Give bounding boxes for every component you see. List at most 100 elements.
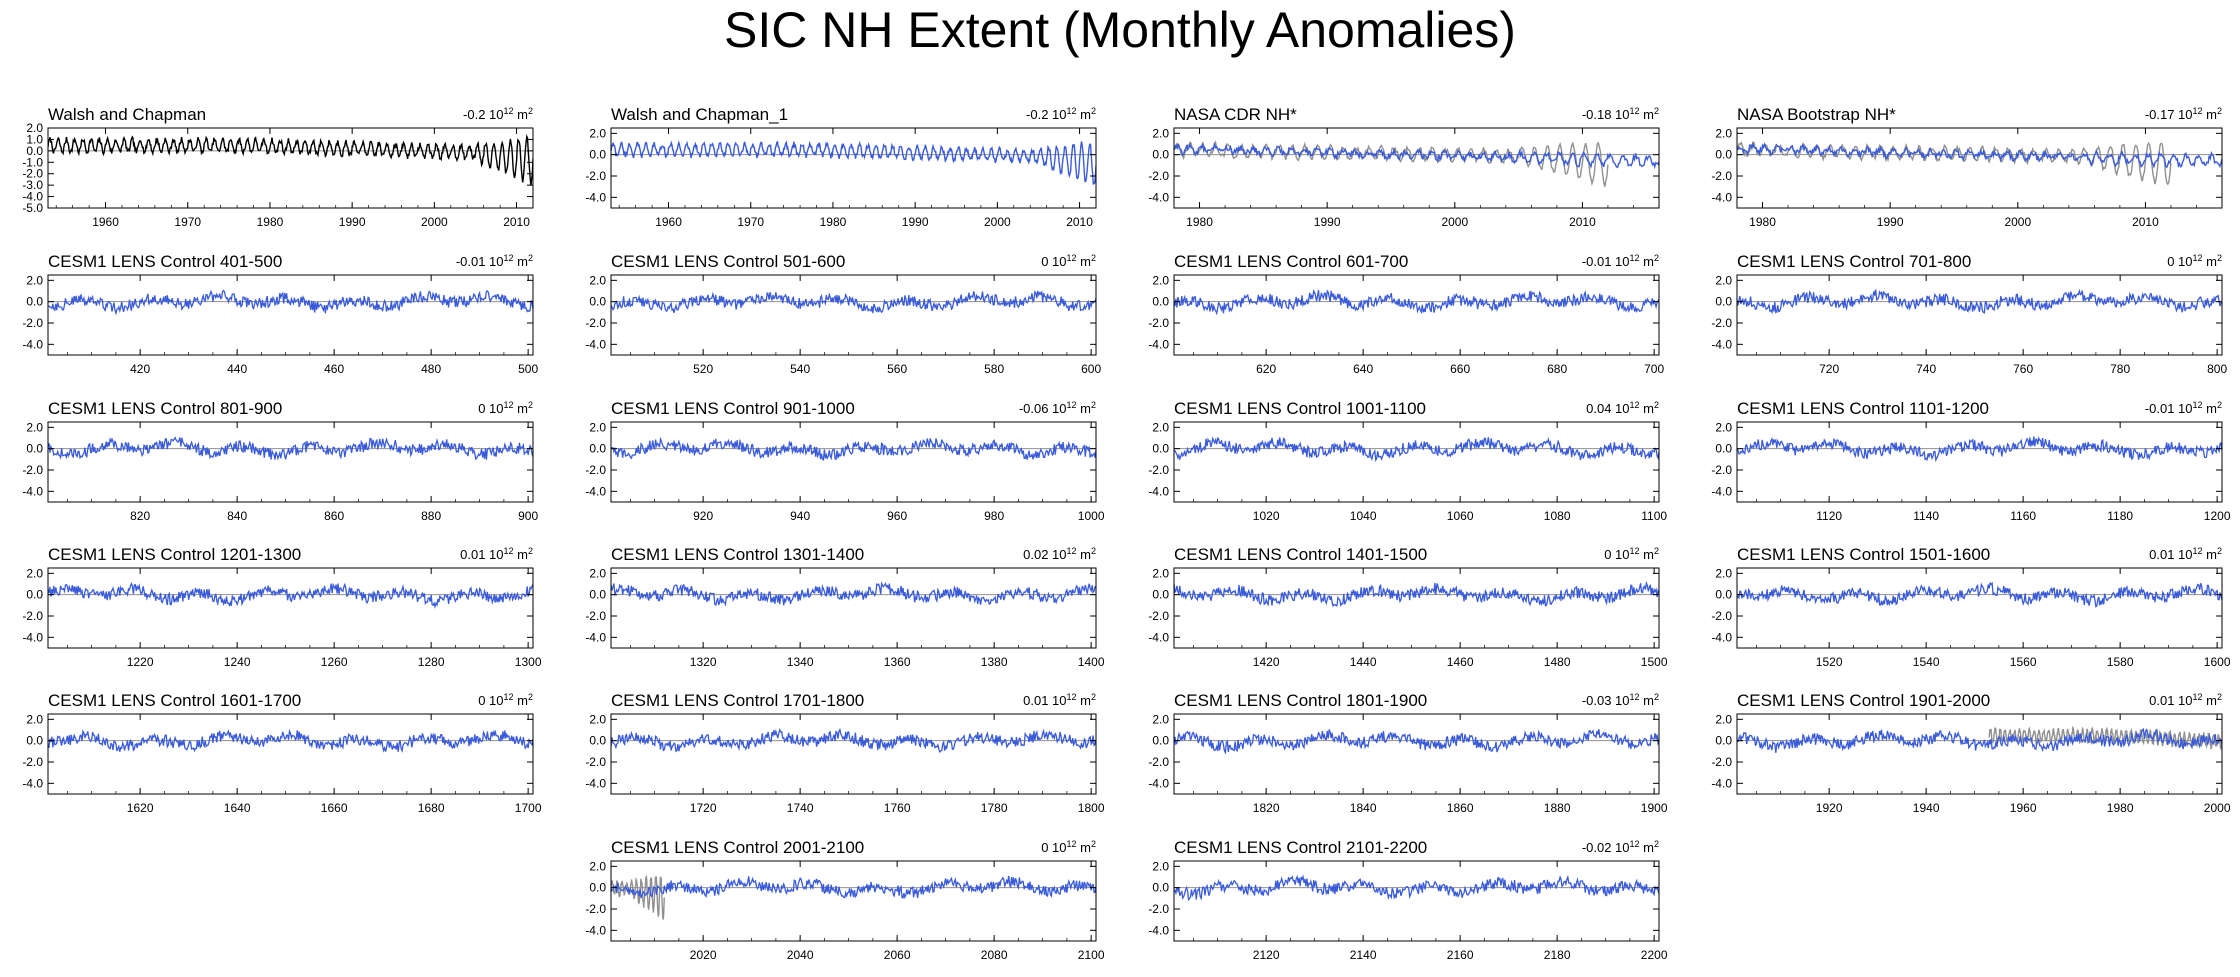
data-series-line [1174,874,1659,902]
y-tick-label: 2.0 [589,566,606,580]
y-tick-label: 2.0 [1152,712,1169,726]
chart-title: CESM1 LENS Control 2001-2100 [611,838,864,857]
plot-frame [1736,713,2223,795]
y-tick-label: -2.0 [585,609,606,623]
chart-title: CESM1 LENS Control 1301-1400 [611,545,864,564]
chart-value-label: -0.2 1012 m2 [463,106,533,122]
data-series-line [1174,729,1659,755]
x-tick-label: 1970 [174,215,201,229]
y-tick-label: -3.0 [22,178,43,192]
y-tick-label: -2.0 [1711,755,1732,769]
x-tick-label: 1180 [2107,509,2133,523]
y-tick-label: 0.0 [26,295,43,309]
x-tick-label: 740 [1916,362,1936,376]
chart-panel: CESM1 LENS Control 1801-1900 -0.03 1012 m… [1148,691,1668,815]
chart-title: NASA CDR NH* [1174,105,1297,124]
x-tick-label: 1680 [418,801,445,815]
y-tick-label: -4.0 [1148,630,1169,644]
x-tick-label: 1100 [1641,509,1667,523]
y-tick-label: -2.0 [1711,463,1732,477]
y-tick-label: -2.0 [1148,463,1169,477]
plot-frame [610,713,1097,795]
x-tick-label: 1560 [2010,655,2037,669]
x-tick-label: 800 [2207,362,2227,376]
x-tick-label: 420 [130,362,150,376]
plot-frame [47,274,534,356]
x-tick-label: 1660 [321,801,348,815]
x-tick-label: 480 [421,362,441,376]
chart-panel: CESM1 LENS Control 1001-1100 0.04 1012 m2… [1148,399,1667,523]
chart-value-label: -0.18 1012 m2 [1582,106,1659,122]
y-tick-label: 2.0 [589,712,606,726]
x-tick-label: 1060 [1447,509,1474,523]
y-tick-label: -2.0 [585,463,606,477]
chart-value-label: 0 1012 m2 [1604,546,1659,562]
plot-frame [1173,860,1660,942]
x-tick-label: 1990 [1877,215,1904,229]
y-tick-label: -4.0 [585,923,606,937]
chart-panel: Walsh and Chapman -0.2 1012 m2 1960 1970 198… [22,105,534,229]
y-tick-label: 0.0 [26,442,43,456]
y-tick-label: -2.0 [585,316,606,330]
x-tick-label: 780 [2110,362,2130,376]
y-tick-label: 0.0 [26,734,43,748]
data-series-line [1988,725,2222,751]
y-tick-label: -4.0 [585,776,606,790]
chart-title: CESM1 LENS Control 1401-1500 [1174,545,1427,564]
plot-frame [47,421,534,503]
plot-frame [610,127,1097,209]
x-tick-label: 1740 [787,801,814,815]
x-tick-label: 1460 [1447,655,1474,669]
x-tick-label: 1600 [2204,655,2231,669]
y-tick-label: 2.0 [26,420,43,434]
y-tick-label: -2.0 [585,755,606,769]
y-tick-label: -4.0 [1148,923,1169,937]
y-tick-label: 0.0 [1715,148,1732,162]
chart-panel: CESM1 LENS Control 1901-2000 0.01 1012 m2… [1711,691,2231,815]
x-tick-label: 540 [790,362,810,376]
x-tick-label: 440 [227,362,247,376]
y-tick-label: -4.0 [1148,484,1169,498]
data-series-line [1174,141,1659,170]
data-series-line [1737,140,2172,186]
x-tick-label: 1960 [655,215,682,229]
x-tick-label: 660 [1450,362,1470,376]
x-tick-label: 1960 [92,215,119,229]
y-tick-label: 2.0 [1152,420,1169,434]
data-series-line [1737,436,2222,463]
y-tick-label: -2.0 [1711,316,1732,330]
y-tick-label: -4.0 [585,337,606,351]
y-tick-label: 2.0 [1715,566,1732,580]
x-tick-label: 860 [324,509,344,523]
chart-title: CESM1 LENS Control 801-900 [48,399,282,418]
y-tick-label: 0.0 [1152,295,1169,309]
chart-panel: CESM1 LENS Control 1101-1200 -0.01 1012 m… [1711,399,2231,523]
chart-panel: CESM1 LENS Control 1301-1400 0.02 1012 m2… [585,545,1105,669]
chart-panel: CESM1 LENS Control 1401-1500 0 1012 m2 142… [1148,545,1668,669]
chart-title: CESM1 LENS Control 1501-1600 [1737,545,1990,564]
y-tick-label: -4.0 [1148,337,1169,351]
y-tick-label: 0.0 [1152,148,1169,162]
chart-value-label: 0 1012 m2 [1041,839,1096,855]
x-tick-label: 2180 [1544,948,1571,962]
x-tick-label: 1300 [515,655,542,669]
x-tick-label: 1940 [1913,801,1940,815]
data-series-line [48,728,533,754]
x-tick-label: 1400 [1078,655,1105,669]
chart-panel: CESM1 LENS Control 1601-1700 0 1012 m2 162… [22,691,542,815]
plot-frame [1736,567,2223,649]
x-tick-label: 1120 [1816,509,1842,523]
chart-panel: CESM1 LENS Control 2101-2200 -0.02 1012 m… [1148,838,1668,962]
y-tick-label: -4.0 [585,484,606,498]
y-tick-label: 0.0 [1152,881,1169,895]
x-tick-label: 1220 [127,655,154,669]
x-tick-label: 1200 [2204,509,2231,523]
plot-frame [610,860,1097,942]
data-series-line [611,874,665,920]
y-tick-label: 0.0 [589,734,606,748]
y-tick-label: -4.0 [1711,337,1732,351]
y-tick-label: -4.0 [1148,776,1169,790]
x-tick-label: 2010 [2132,215,2159,229]
x-tick-label: 1000 [1078,509,1105,523]
chart-title: CESM1 LENS Control 1701-1800 [611,691,864,710]
